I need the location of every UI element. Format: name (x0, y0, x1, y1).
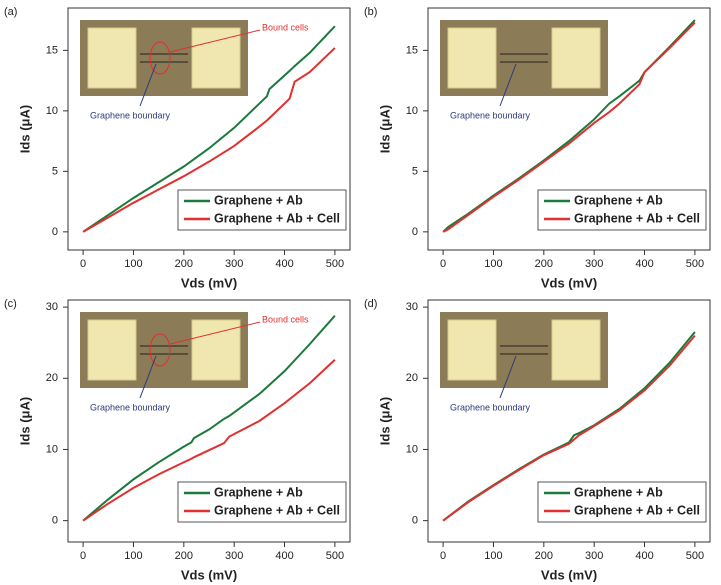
x-tick-label: 300 (225, 258, 243, 270)
y-tick-label: 15 (46, 44, 58, 56)
annotation-circle (149, 41, 171, 75)
y-tick-label: 20 (406, 372, 418, 384)
legend-label: Graphene + Ab + Cell (214, 211, 340, 225)
x-tick-label: 300 (585, 258, 603, 270)
annotation-circle (149, 333, 171, 367)
electrode (191, 319, 241, 381)
annotation: Graphene boundary (450, 402, 531, 412)
x-tick-label: 500 (326, 258, 344, 270)
panel-label: (c) (4, 298, 17, 310)
y-tick-label: 30 (406, 301, 418, 313)
x-tick-label: 300 (225, 550, 243, 562)
electrode (551, 27, 601, 89)
legend-label: Graphene + Ab (574, 485, 663, 499)
x-tick-label: 400 (635, 550, 653, 562)
x-tick-label: 100 (124, 258, 142, 270)
x-tick-label: 200 (535, 258, 553, 270)
y-tick-label: 10 (46, 105, 58, 117)
x-tick-label: 0 (440, 258, 446, 270)
x-tick-label: 100 (124, 550, 142, 562)
x-tick-label: 500 (686, 258, 704, 270)
annotation: Graphene boundary (450, 110, 531, 120)
annotation: Bound cells (262, 22, 309, 32)
y-tick-label: 0 (52, 226, 58, 238)
panel-label: (b) (364, 6, 377, 18)
data-line (82, 25, 336, 233)
legend-box (537, 481, 707, 523)
x-tick-label: 500 (686, 550, 704, 562)
y-tick-label: 0 (412, 515, 418, 527)
annotation-arrow (139, 63, 157, 107)
y-axis-label: Ids (μA) (17, 105, 32, 153)
y-tick-label: 15 (406, 44, 418, 56)
electrode (87, 319, 137, 381)
annotation-arrow (169, 29, 261, 53)
legend-label: Graphene + Ab + Cell (574, 503, 700, 517)
data-line (82, 47, 336, 233)
panel-label: (a) (4, 6, 17, 18)
x-tick-label: 0 (80, 258, 86, 270)
data-line (82, 359, 336, 522)
x-tick-label: 300 (585, 550, 603, 562)
legend-box (177, 189, 347, 231)
electrode (551, 319, 601, 381)
y-axis-label: Ids (μA) (17, 397, 32, 445)
x-axis-label: Vds (mV) (541, 567, 597, 582)
x-axis-label: Vds (mV) (181, 275, 237, 290)
x-axis-label: Vds (mV) (541, 275, 597, 290)
plot-frame (67, 299, 351, 543)
legend-label: Graphene + Ab + Cell (574, 211, 700, 225)
y-axis-label: Ids (μA) (377, 397, 392, 445)
plot-frame (427, 299, 711, 543)
annotation: Graphene boundary (90, 110, 171, 120)
x-tick-label: 0 (440, 550, 446, 562)
data-line (442, 21, 696, 233)
annotation-arrow (499, 63, 517, 107)
annotation: Bound cells (262, 314, 309, 324)
x-tick-label: 100 (484, 258, 502, 270)
electrode (447, 319, 497, 381)
y-tick-label: 20 (46, 372, 58, 384)
y-tick-label: 0 (52, 515, 58, 527)
annotation-arrow (139, 355, 157, 399)
x-tick-label: 100 (484, 550, 502, 562)
legend-label: Graphene + Ab (214, 485, 303, 499)
electrode (87, 27, 137, 89)
y-tick-label: 5 (52, 165, 58, 177)
data-line (442, 334, 696, 522)
annotation: Graphene boundary (90, 402, 171, 412)
x-tick-label: 200 (175, 550, 193, 562)
plot-frame (427, 7, 711, 251)
y-axis-label: Ids (μA) (377, 105, 392, 153)
legend-box (537, 189, 707, 231)
x-tick-label: 400 (635, 258, 653, 270)
y-tick-label: 30 (46, 301, 58, 313)
data-line (82, 314, 336, 522)
plot-frame (67, 7, 351, 251)
y-tick-label: 10 (406, 105, 418, 117)
x-tick-label: 200 (535, 550, 553, 562)
y-tick-label: 10 (406, 443, 418, 455)
x-tick-label: 200 (175, 258, 193, 270)
legend-label: Graphene + Ab + Cell (214, 503, 340, 517)
legend-label: Graphene + Ab (214, 193, 303, 207)
legend-label: Graphene + Ab (574, 193, 663, 207)
y-tick-label: 5 (412, 165, 418, 177)
y-tick-label: 10 (46, 443, 58, 455)
annotation-arrow (169, 321, 261, 345)
electrode (447, 27, 497, 89)
x-tick-label: 400 (275, 550, 293, 562)
x-tick-label: 500 (326, 550, 344, 562)
y-tick-label: 0 (412, 226, 418, 238)
x-tick-label: 0 (80, 550, 86, 562)
annotation-arrow (499, 355, 517, 399)
x-tick-label: 400 (275, 258, 293, 270)
legend-box (177, 481, 347, 523)
panel-label: (d) (364, 298, 377, 310)
electrode (191, 27, 241, 89)
x-axis-label: Vds (mV) (181, 567, 237, 582)
